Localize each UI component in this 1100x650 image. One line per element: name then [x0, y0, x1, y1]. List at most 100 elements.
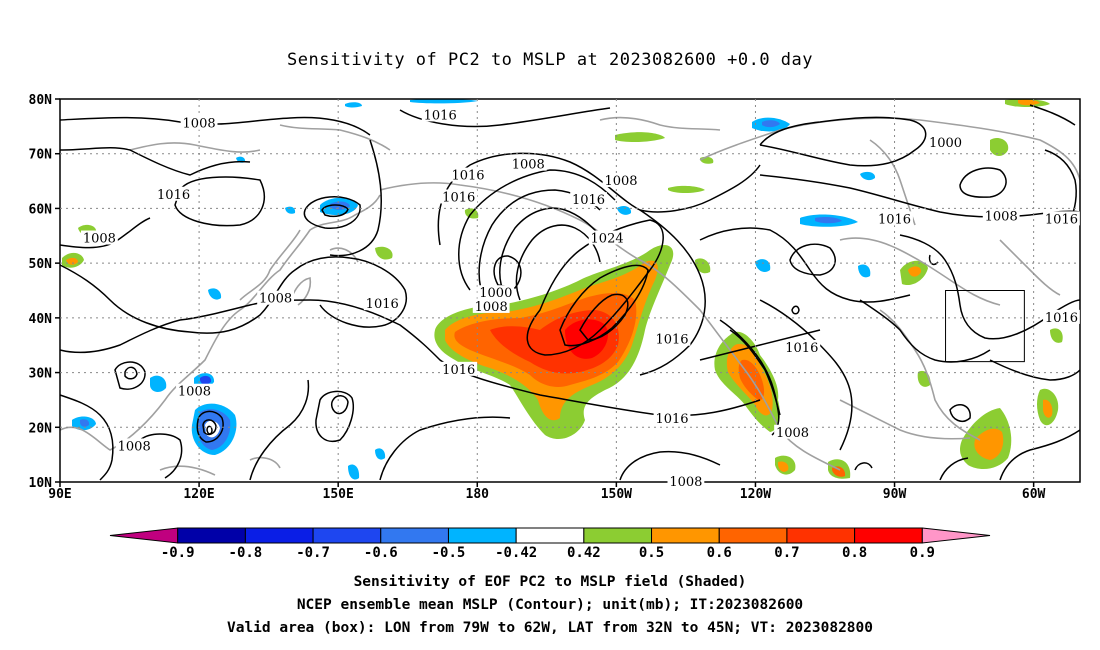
- positive-region: [778, 461, 789, 472]
- contour-label: 1016: [442, 190, 475, 205]
- contour-label-bg: [667, 474, 705, 488]
- contour-label: 1016: [655, 412, 688, 427]
- lat-tick-label: 30N: [29, 367, 53, 382]
- contour-label: 1016: [1045, 212, 1078, 227]
- colorbar-cell: [718, 527, 788, 544]
- longitude-labels: 90E 120E 150E 180 150W 120W 90W 60W: [48, 482, 1046, 502]
- positive-region: [974, 428, 1004, 460]
- contour-label: 1008: [669, 475, 702, 490]
- contour-label-bg: [81, 230, 118, 245]
- negative-region: [200, 375, 212, 385]
- positive-region: [668, 185, 705, 193]
- contour-label-bg: [257, 290, 294, 305]
- contour-label-bg: [1043, 309, 1080, 324]
- negative-region: [860, 171, 876, 181]
- contour-label: 1008: [183, 117, 216, 132]
- colorbar-cell: [854, 527, 923, 544]
- contour-label-bg: [1043, 211, 1080, 226]
- contour-label: 1008: [512, 158, 545, 173]
- contour-label-bg: [440, 189, 478, 204]
- colorbar-cell: [651, 527, 720, 544]
- contour-label: 1008: [776, 426, 809, 441]
- map-title: Sensitivity of PC2 to MSLP at 2023082600…: [286, 50, 813, 70]
- lat-tick-label: 40N: [29, 312, 53, 327]
- positive-region: [908, 266, 922, 277]
- contour-label: 1024: [591, 232, 624, 247]
- contour-label-bg: [588, 230, 626, 245]
- positive-region: [700, 156, 714, 164]
- contour-label: 1008: [985, 210, 1018, 225]
- negative-region: [375, 448, 386, 460]
- contour-label-bg: [653, 331, 691, 346]
- caption-line-1: Sensitivity of EOF PC2 to MSLP field (Sh…: [353, 574, 747, 590]
- contour-label-bg: [472, 298, 510, 313]
- positive-region: [990, 138, 1009, 156]
- colorbar-tick-label: -0.9: [161, 545, 195, 561]
- colorbar-tick-label: 0.9: [910, 545, 935, 561]
- colorbar-cell: [447, 527, 517, 544]
- contour-label-bg: [477, 285, 515, 300]
- colorbar-tick-label: -0.8: [229, 545, 263, 561]
- contour-label-bg: [602, 173, 640, 188]
- contour-label: 1016: [442, 363, 475, 378]
- negative-region: [815, 217, 842, 224]
- contour-label-bg: [774, 424, 811, 439]
- colorbar-cell: [515, 527, 585, 544]
- positive-region: [375, 246, 393, 260]
- colorbar-cell: [921, 527, 991, 544]
- negative-region: [858, 264, 871, 278]
- colorbar-tick-label: -0.7: [296, 545, 330, 561]
- lon-tick-label: 90E: [48, 487, 71, 502]
- lon-tick-label: 150W: [601, 487, 632, 502]
- contour-label-bg: [927, 134, 964, 149]
- lat-tick-label: 80N: [29, 93, 53, 108]
- positive-region: [1018, 99, 1040, 106]
- negative-region: [755, 259, 771, 273]
- lat-tick-label: 10N: [29, 476, 53, 491]
- contour-label: 1016: [1045, 311, 1078, 326]
- colorbar-tick-label: 0.42: [567, 545, 601, 561]
- lon-tick-label: 150E: [323, 487, 354, 502]
- contour-label: 1000: [929, 136, 962, 151]
- negative-shading: [72, 98, 876, 480]
- contour-label: 1000: [479, 286, 512, 301]
- grid-lines: [60, 99, 1080, 482]
- colorbar-cell: [312, 527, 382, 544]
- lon-tick-label: 60W: [1022, 487, 1046, 502]
- negative-region: [617, 205, 632, 215]
- lat-tick-label: 70N: [29, 148, 53, 163]
- contour-label: 1008: [475, 300, 508, 315]
- positive-region: [1050, 328, 1063, 343]
- contour-label-bg: [115, 438, 153, 453]
- contour-label: 1016: [878, 212, 911, 227]
- caption-line-2: NCEP ensemble mean MSLP (Contour); unit(…: [296, 597, 804, 613]
- contour-label: 1016: [572, 193, 605, 208]
- negative-region: [208, 288, 222, 300]
- sensitivity-shading: [62, 99, 1063, 479]
- colorbar: -0.9 -0.8 -0.7 -0.6 -0.5 -0.42 0.42 0.5 0.6 0.7 0.…: [109, 527, 991, 561]
- contour-label: 1016: [785, 341, 818, 356]
- lat-tick-label: 60N: [29, 202, 53, 217]
- contour-label: 1008: [259, 292, 292, 307]
- colorbar-cell: [177, 527, 246, 544]
- negative-region: [285, 206, 296, 214]
- positive-region: [1043, 399, 1053, 418]
- contour-label: 1016: [366, 297, 399, 312]
- colorbar-tick-label: 0.5: [639, 545, 664, 561]
- caption-line-3: Valid area (box): LON from 79W to 62W, L…: [226, 620, 873, 636]
- contour-label-bg: [176, 383, 213, 398]
- colorbar-tick-label: 0.7: [774, 545, 799, 561]
- lat-tick-label: 20N: [29, 421, 53, 436]
- negative-region: [150, 375, 167, 392]
- contour-label-bg: [155, 186, 192, 201]
- contour-label: 1008: [604, 174, 637, 189]
- lat-tick-label: 50N: [29, 257, 53, 272]
- contour-label: 1008: [83, 232, 116, 247]
- contour-label-bg: [876, 211, 913, 226]
- contour-label-bg: [440, 361, 478, 376]
- contour-label-bg: [982, 208, 1020, 223]
- negative-region: [80, 419, 90, 427]
- contour-label-bg: [180, 115, 218, 130]
- contour-label: 1016: [157, 188, 190, 203]
